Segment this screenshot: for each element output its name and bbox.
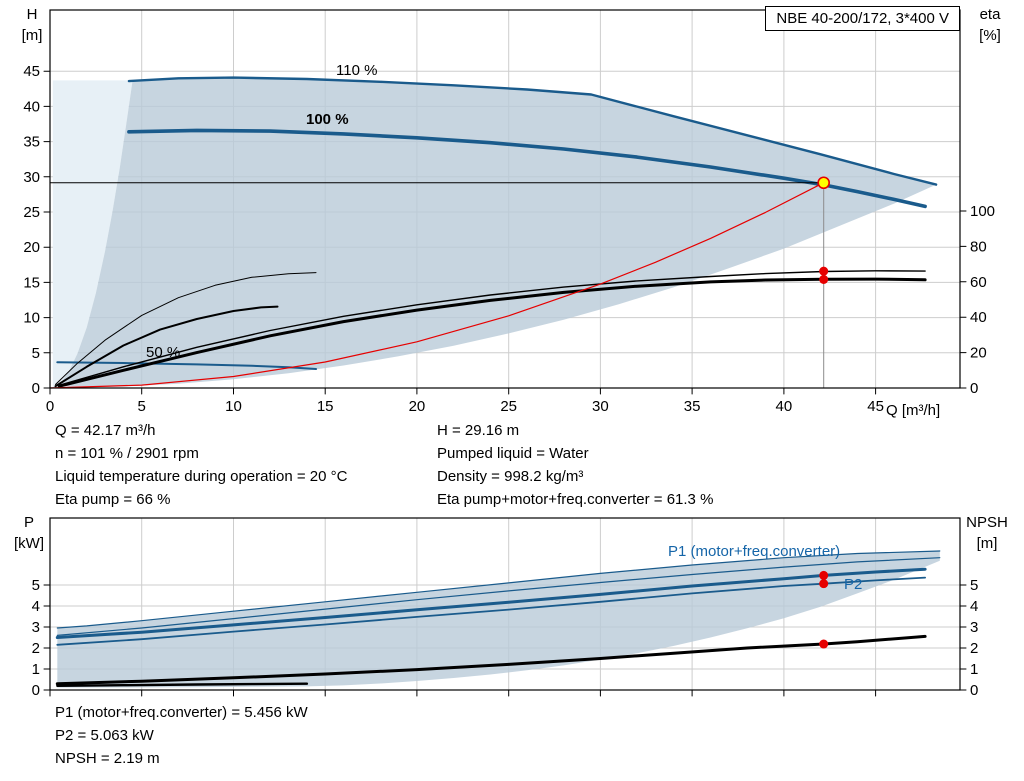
y-left-tick-label: 15: [23, 274, 40, 291]
p2-curve-110pct: [56, 557, 941, 636]
x-tick-label: 10: [225, 398, 242, 415]
y-right-tick-label: 1: [970, 661, 978, 678]
p1-curve-100pct: [55, 567, 927, 639]
eta-curve-50pct-pump: [55, 272, 317, 385]
y-right-tick-label: 4: [970, 598, 978, 615]
p1-curve-110pct: [56, 550, 941, 629]
p2-curve-100pct: [56, 576, 926, 646]
y-left-tick-label: 30: [23, 169, 40, 186]
npsh-axis-label: NPSH [m]: [954, 512, 1020, 554]
y-left-tick-label: 5: [32, 345, 40, 362]
x-tick-label: 35: [684, 398, 701, 415]
density-text: Density = 998.2 kg/m³: [437, 468, 584, 485]
y-right-tick-label: 40: [970, 309, 987, 326]
speed-100-label: 100 %: [306, 111, 349, 128]
y-right-tick-label: 60: [970, 274, 987, 291]
power-info-column: P1 (motor+freq.converter) = 5.456 kW P2 …: [55, 701, 308, 770]
eta-axis-label-symbol: eta: [979, 6, 1001, 23]
npsh-point: [819, 639, 829, 649]
x-tick-label: 0: [46, 398, 54, 415]
liquid-temperature-text: Liquid temperature during operation = 20…: [55, 468, 348, 485]
eta-axis-label-unit: [%]: [979, 27, 1001, 44]
duty-flow-text: Q = 42.17 m³/h: [55, 422, 156, 439]
plot-frame: [49, 9, 961, 389]
y-left-tick-label: 3: [32, 619, 40, 636]
p1-curve-label: P1 (motor+freq.converter): [668, 543, 841, 560]
npsh-value-text: NPSH = 2.19 m: [55, 750, 160, 767]
p2-point: [819, 579, 829, 589]
eta-curve-100pct-pump: [58, 270, 926, 386]
eta-axis-label: eta [%]: [962, 4, 1018, 46]
p2-value-text: P2 = 5.063 kW: [55, 727, 154, 744]
eta-curve-50pct-total: [54, 305, 279, 388]
q-axis-label: Q [m³/h]: [886, 402, 941, 419]
system-curve: [49, 182, 825, 389]
pump-title-box: NBE 40-200/172, 3*400 V: [765, 6, 960, 31]
npsh-axis-label-symbol: NPSH: [966, 514, 1008, 531]
p1-value-text: P1 (motor+freq.converter) = 5.456 kW: [55, 704, 308, 721]
eta-pump-point: [819, 266, 829, 276]
x-tick-label: 40: [776, 398, 793, 415]
speed-text: n = 101 % / 2901 rpm: [55, 445, 199, 462]
x-tick-label: 25: [500, 398, 517, 415]
p1-point: [819, 570, 829, 580]
speed-110-label: 110 %: [336, 62, 378, 79]
power-envelope-region: [57, 551, 940, 688]
y-right-tick-label: 20: [970, 345, 987, 362]
x-tick-label: 15: [317, 398, 334, 415]
x-tick-label: 30: [592, 398, 609, 415]
duty-head-text: H = 29.16 m: [437, 422, 520, 439]
y-right-tick-label: 0: [970, 380, 978, 397]
npsh-curve: [55, 634, 927, 686]
y-left-tick-label: 1: [32, 661, 40, 678]
x-tick-label: 20: [409, 398, 426, 415]
y-left-tick-label: 0: [32, 682, 40, 699]
x-tick-label: 5: [138, 398, 146, 415]
p2-curve-label: P2: [844, 576, 863, 593]
y-left-tick-label: 40: [23, 98, 40, 115]
speed-range-light-region: [52, 80, 133, 389]
eta-total-point: [819, 274, 829, 284]
duty-info-right-column: H = 29.16 m Pumped liquid = Water Densit…: [437, 419, 713, 511]
p-axis-label-symbol: P: [23, 514, 34, 531]
p-axis-label-unit: [kW]: [14, 535, 44, 552]
p-curve-50pct: [56, 682, 309, 687]
duty-info-left-column: Q = 42.17 m³/h n = 101 % / 2901 rpm Liqu…: [55, 419, 347, 511]
y-right-tick-label: 0: [970, 682, 978, 699]
y-left-tick-label: 45: [23, 63, 40, 80]
x-tick-label: 45: [867, 398, 884, 415]
speed-50-label: 50 %: [146, 344, 181, 361]
head-curve-110pct: [127, 76, 938, 186]
y-left-tick-label: 4: [32, 598, 40, 615]
h-axis-label-unit: [m]: [21, 27, 43, 44]
operating-envelope-region: [59, 77, 937, 388]
npsh-axis-label-unit: [m]: [976, 535, 998, 552]
h-axis-label-symbol: H: [26, 6, 38, 23]
y-right-tick-label: 2: [970, 640, 978, 657]
head-curve-100pct: [127, 128, 927, 209]
y-left-tick-label: 20: [23, 239, 40, 256]
eta-total-text: Eta pump+motor+freq.converter = 61.3 %: [437, 491, 714, 508]
y-right-tick-label: 3: [970, 619, 978, 636]
y-left-tick-label: 25: [23, 204, 40, 221]
y-right-tick-label: 5: [970, 577, 978, 594]
y-left-tick-label: 10: [23, 310, 40, 327]
p-axis-label: P [kW]: [6, 512, 52, 554]
y-right-tick-label: 80: [970, 238, 987, 255]
y-left-tick-label: 5: [32, 577, 40, 594]
pumped-liquid-text: Pumped liquid = Water: [437, 445, 589, 462]
y-left-tick-label: 2: [32, 640, 40, 657]
eta-curve-100pct-total: [57, 277, 927, 388]
y-right-tick-label: 100: [970, 203, 995, 220]
duty-point-marker: [817, 176, 830, 190]
y-left-tick-label: 35: [23, 134, 40, 151]
eta-pump-text: Eta pump = 66 %: [55, 491, 171, 508]
y-left-tick-label: 0: [32, 380, 40, 397]
plot-frame: [49, 517, 961, 691]
h-axis-label: H [m]: [10, 4, 54, 46]
